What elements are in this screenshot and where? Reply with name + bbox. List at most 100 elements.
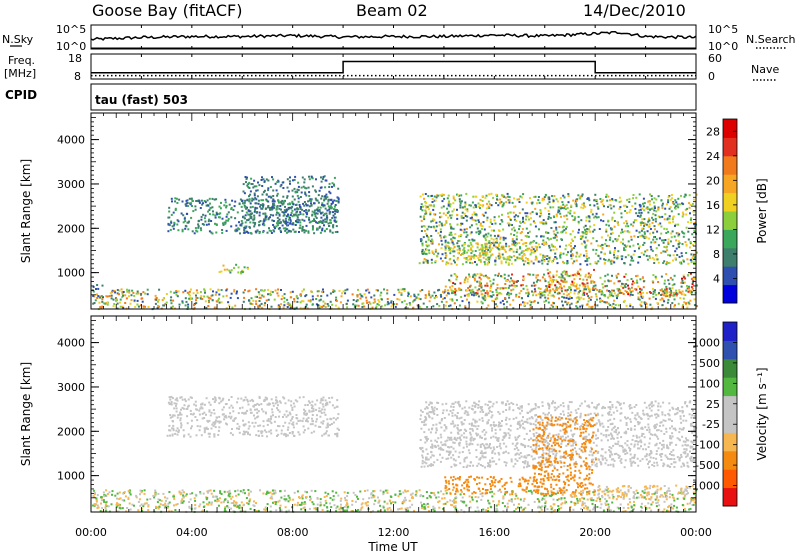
power-cell [286,186,289,189]
power-cell [247,267,249,270]
velocity-cell [135,496,138,499]
power-cell [632,221,635,224]
freq-series-line [91,60,696,74]
power-cell [539,253,542,256]
power-cell [478,280,481,283]
velocity-cell [429,496,432,499]
velocity-cell [206,496,209,499]
power-colorbar-segment [723,119,737,138]
velocity-cell [220,501,223,504]
power-cell [557,206,560,209]
power-cell [616,297,618,300]
velocity-cell [344,496,346,499]
power-cell [468,244,471,247]
power-cell [208,213,211,216]
power-cell [519,246,521,249]
power-cell [413,295,416,298]
power-cell [111,290,114,293]
velocity-cell [121,507,124,510]
power-cell [690,292,693,295]
velocity-cell [451,489,454,491]
power-cell [554,234,557,237]
power-cell [633,235,636,238]
power-cell [168,206,171,209]
velocity-cell [398,490,401,493]
power-cell [543,290,546,293]
power-cell [449,205,452,208]
power-cell [276,181,279,183]
velocity-cell [686,502,689,505]
velocity-cell [544,505,547,508]
power-cell [387,302,390,305]
power-cell [479,283,482,286]
power-cell [225,219,228,222]
power-cell [577,292,580,295]
power-cell [408,302,411,305]
power-cell [607,296,610,299]
power-cell [226,213,229,216]
power-cell [324,306,327,308]
power-cell [475,294,478,296]
velocity-cell [345,504,348,507]
power-cell [292,228,295,231]
power-cell [488,193,491,196]
power-cell [438,304,441,307]
power-cell [575,203,578,206]
velocity-cell [359,508,362,511]
power-cell [234,229,237,232]
power-cell [200,295,203,298]
power-cell [226,268,229,271]
power-cell [263,189,266,192]
power-cell [176,219,179,222]
power-cell [590,295,593,298]
velocity-cell [680,489,683,492]
power-cell [374,307,377,310]
power-cell [193,232,196,235]
power-cell [409,303,411,306]
velocity-cell [157,507,160,510]
power-cell [658,292,660,294]
power-cell [424,212,427,215]
power-cell [331,231,334,234]
power-cell [299,221,302,224]
power-cell [671,230,674,233]
velocity-cell [102,491,105,494]
power-cell [522,243,525,246]
power-cell [544,207,547,210]
power-cell [666,218,669,221]
velocity-cell [579,499,582,502]
velocity-cell [287,494,290,497]
power-cell [588,288,590,291]
velocity-cell [285,498,288,501]
power-cell [659,289,662,292]
power-cell [422,260,425,263]
power-cell [430,204,433,207]
power-cell [192,292,195,295]
power-cell [248,210,251,213]
power-cell [359,293,362,296]
velocity-cell [222,501,225,504]
power-cell [441,253,444,256]
power-cell [435,229,438,232]
power-cell [281,295,284,298]
velocity-cell [324,499,327,502]
velocity-cell [423,506,426,509]
power-cell [605,193,608,196]
power-cell [418,262,421,265]
power-cell [538,201,541,204]
power-cell [655,238,658,241]
power-cell [244,214,247,217]
power-cell [565,214,568,217]
velocity-cell [183,491,185,494]
power-cell [530,249,533,252]
power-cell [310,198,313,201]
velocity-cell [278,507,281,509]
power-cell [489,289,492,292]
power-cell [267,288,270,291]
power-cell [634,207,637,210]
power-cell [423,218,426,221]
power-cell [522,220,525,223]
power-cell [616,220,619,223]
power-cell [161,299,164,301]
power-cell [463,250,466,252]
